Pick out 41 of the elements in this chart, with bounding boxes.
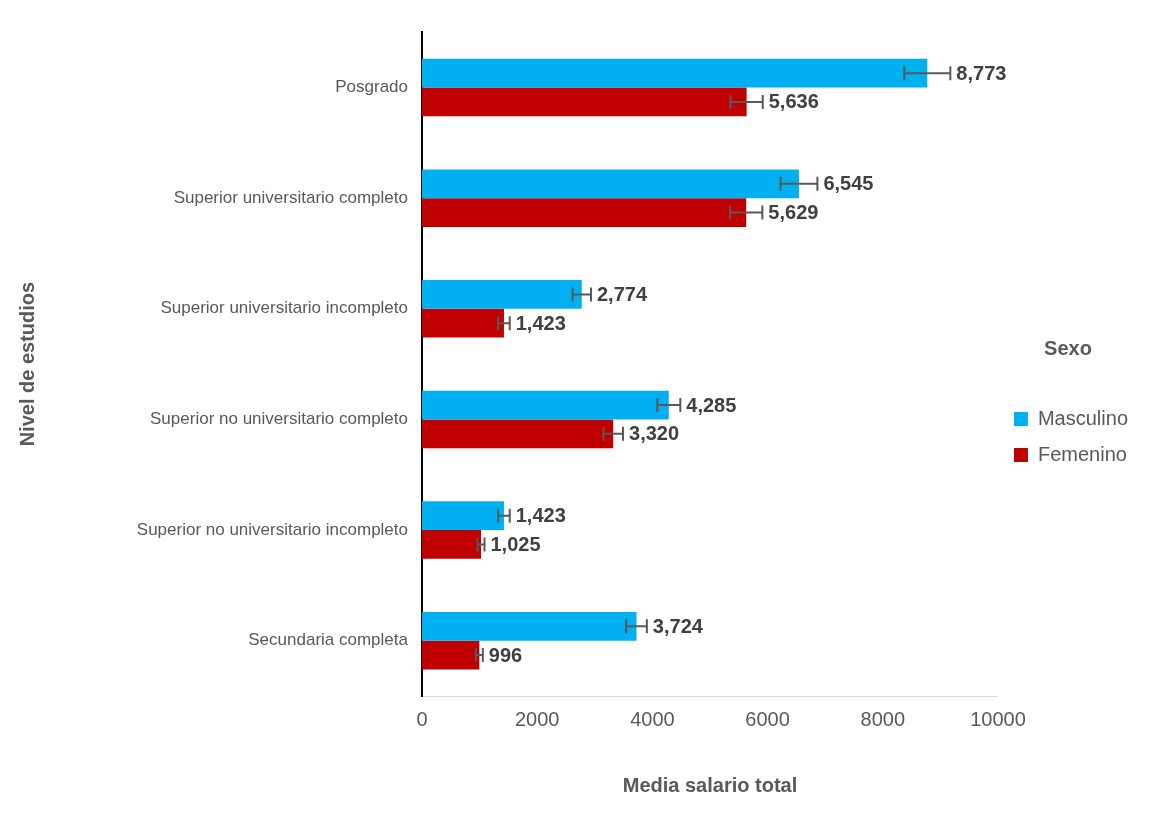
x-tick-label: 0 bbox=[416, 707, 428, 730]
x-axis-title: Media salario total bbox=[622, 773, 798, 796]
bar bbox=[422, 640, 480, 670]
y-tick-label: Posgrado bbox=[335, 77, 408, 97]
data-label: 6,545 bbox=[823, 172, 874, 195]
bar bbox=[422, 169, 799, 199]
bar bbox=[422, 280, 582, 309]
data-label: 3,724 bbox=[652, 614, 704, 637]
bar bbox=[422, 87, 747, 117]
bar bbox=[422, 308, 504, 338]
legend-title: Sexo bbox=[1044, 336, 1092, 359]
bar bbox=[422, 198, 747, 227]
y-tick-label: Secundaria completa bbox=[248, 630, 409, 650]
data-label: 1,025 bbox=[490, 532, 541, 555]
y-tick-label: Superior universitario incompleto bbox=[160, 298, 408, 318]
y-tick-label: Superior universitario completo bbox=[173, 187, 408, 207]
x-tick-label: 8000 bbox=[860, 707, 906, 730]
legend-label: Femenino bbox=[1037, 442, 1127, 465]
legend-label: Masculino bbox=[1037, 406, 1129, 429]
bar bbox=[422, 58, 928, 88]
x-tick-label: 10000 bbox=[970, 707, 1026, 730]
bar bbox=[422, 530, 482, 559]
bar bbox=[422, 501, 504, 531]
x-tick-label: 6000 bbox=[745, 707, 790, 730]
bar bbox=[422, 611, 637, 641]
data-label: 1,423 bbox=[515, 504, 566, 527]
data-label: 5,629 bbox=[768, 201, 819, 224]
x-tick-label: 2000 bbox=[514, 707, 560, 730]
data-label: 1,423 bbox=[515, 311, 566, 334]
x-tick-label: 4000 bbox=[630, 707, 675, 730]
data-label: 8,773 bbox=[956, 61, 1007, 84]
bar bbox=[422, 419, 614, 449]
data-label: 2,774 bbox=[596, 282, 648, 305]
data-label: 5,636 bbox=[768, 90, 819, 113]
data-label: 3,320 bbox=[629, 422, 680, 445]
y-axis-title: Nivel de estudios bbox=[15, 281, 38, 447]
bar bbox=[422, 390, 669, 420]
data-label: 996 bbox=[488, 643, 523, 666]
y-tick-label: Superior no universitario incompleto bbox=[136, 519, 408, 539]
y-tick-label: Superior no universitario completo bbox=[150, 409, 408, 429]
data-label: 4,285 bbox=[686, 393, 737, 416]
